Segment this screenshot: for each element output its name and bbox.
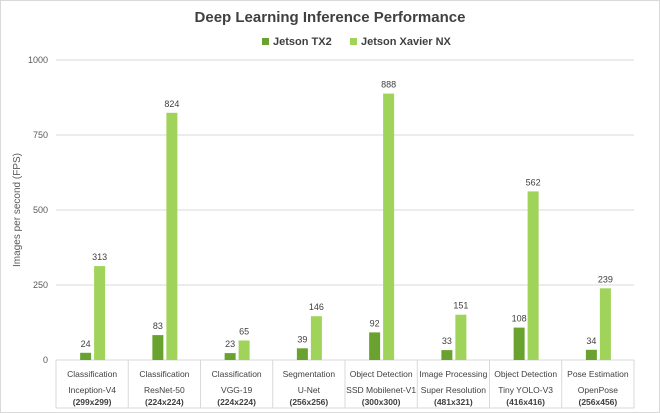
y-tick-label: 0 — [43, 355, 48, 365]
gridlines — [55, 59, 635, 409]
category-model-label: Super Resolution — [421, 385, 486, 395]
bar-tx2 — [441, 350, 453, 360]
data-label: 39 — [297, 334, 307, 344]
category-model-label: Tiny YOLO-V3 — [498, 385, 553, 395]
bar-xavier-nx — [599, 288, 611, 360]
category-task-label: Segmentation — [283, 369, 336, 379]
data-label: 92 — [370, 318, 380, 328]
data-label: 146 — [309, 302, 324, 312]
category-model-label: U-Net — [298, 385, 321, 395]
category-task-label: Image Processing — [419, 369, 487, 379]
category-task-label: Pose Estimation — [567, 369, 629, 379]
category-task-label: Classification — [67, 369, 117, 379]
data-label: 65 — [239, 327, 249, 337]
legend-label: Jetson TX2 — [273, 36, 332, 48]
data-labels: 24 313 83 824 23 65 39 146 92 888 33 151 108 562 34 239 — [81, 80, 613, 350]
bar-tx2 — [369, 332, 381, 360]
chart-title: Deep Learning Inference Performance — [195, 9, 466, 26]
data-label: 239 — [598, 274, 613, 284]
legend-swatch — [350, 38, 357, 45]
category-model-label: SSD Mobilenet-V1 — [346, 385, 416, 395]
data-label: 33 — [442, 336, 452, 346]
category-model-label: Inception-V4 — [68, 385, 116, 395]
category-task-label: Object Detection — [350, 369, 413, 379]
category-labels: Classification Inception-V4 (299x299) Class… — [67, 369, 629, 407]
category-resolution-label: (256x256) — [289, 397, 328, 407]
bar-xavier-nx — [455, 314, 467, 360]
bar-tx2 — [585, 349, 597, 360]
data-label: 151 — [453, 301, 468, 311]
bar-xavier-nx — [166, 112, 178, 360]
category-resolution-label: (224x224) — [145, 397, 184, 407]
category-task-label: Object Detection — [494, 369, 557, 379]
category-task-label: Classification — [212, 369, 262, 379]
bar-tx2 — [296, 348, 308, 360]
y-tick-label: 750 — [33, 130, 48, 140]
data-label: 562 — [526, 177, 541, 187]
bar-tx2 — [224, 353, 236, 360]
bar-xavier-nx — [383, 93, 395, 360]
data-label: 824 — [164, 99, 179, 109]
legend: Jetson TX2 Jetson Xavier NX — [262, 36, 452, 48]
bar-tx2 — [513, 327, 525, 360]
category-model-label: ResNet-50 — [144, 385, 185, 395]
y-tick-label: 500 — [33, 205, 48, 215]
category-resolution-label: (224x224) — [217, 397, 256, 407]
data-label: 34 — [586, 336, 596, 346]
bars — [80, 93, 611, 360]
bar-xavier-nx — [527, 191, 539, 360]
bar-tx2 — [152, 335, 164, 360]
legend-swatch — [262, 38, 269, 45]
data-label: 313 — [92, 252, 107, 262]
data-label: 24 — [81, 339, 91, 349]
bar-xavier-nx — [94, 266, 106, 360]
category-model-label: OpenPose — [578, 385, 618, 395]
data-label: 23 — [225, 339, 235, 349]
bar-tx2 — [80, 352, 92, 360]
data-label: 108 — [512, 314, 527, 324]
category-resolution-label: (481x321) — [434, 397, 473, 407]
bar-xavier-nx — [238, 340, 250, 360]
category-resolution-label: (299x299) — [73, 397, 112, 407]
category-task-label: Classification — [139, 369, 189, 379]
y-axis-ticks: 0 250 500 750 1000 — [28, 55, 48, 365]
data-label: 83 — [153, 321, 163, 331]
y-axis-label: Images per second (FPS) — [12, 153, 23, 267]
legend-label: Jetson Xavier NX — [361, 36, 452, 48]
y-tick-label: 250 — [33, 280, 48, 290]
bar-xavier-nx — [310, 316, 322, 360]
y-tick-label: 1000 — [28, 55, 48, 65]
category-resolution-label: (416x416) — [506, 397, 545, 407]
category-resolution-label: (300x300) — [362, 397, 401, 407]
data-label: 888 — [381, 80, 396, 90]
category-model-label: VGG-19 — [221, 385, 252, 395]
category-resolution-label: (256x456) — [578, 397, 617, 407]
